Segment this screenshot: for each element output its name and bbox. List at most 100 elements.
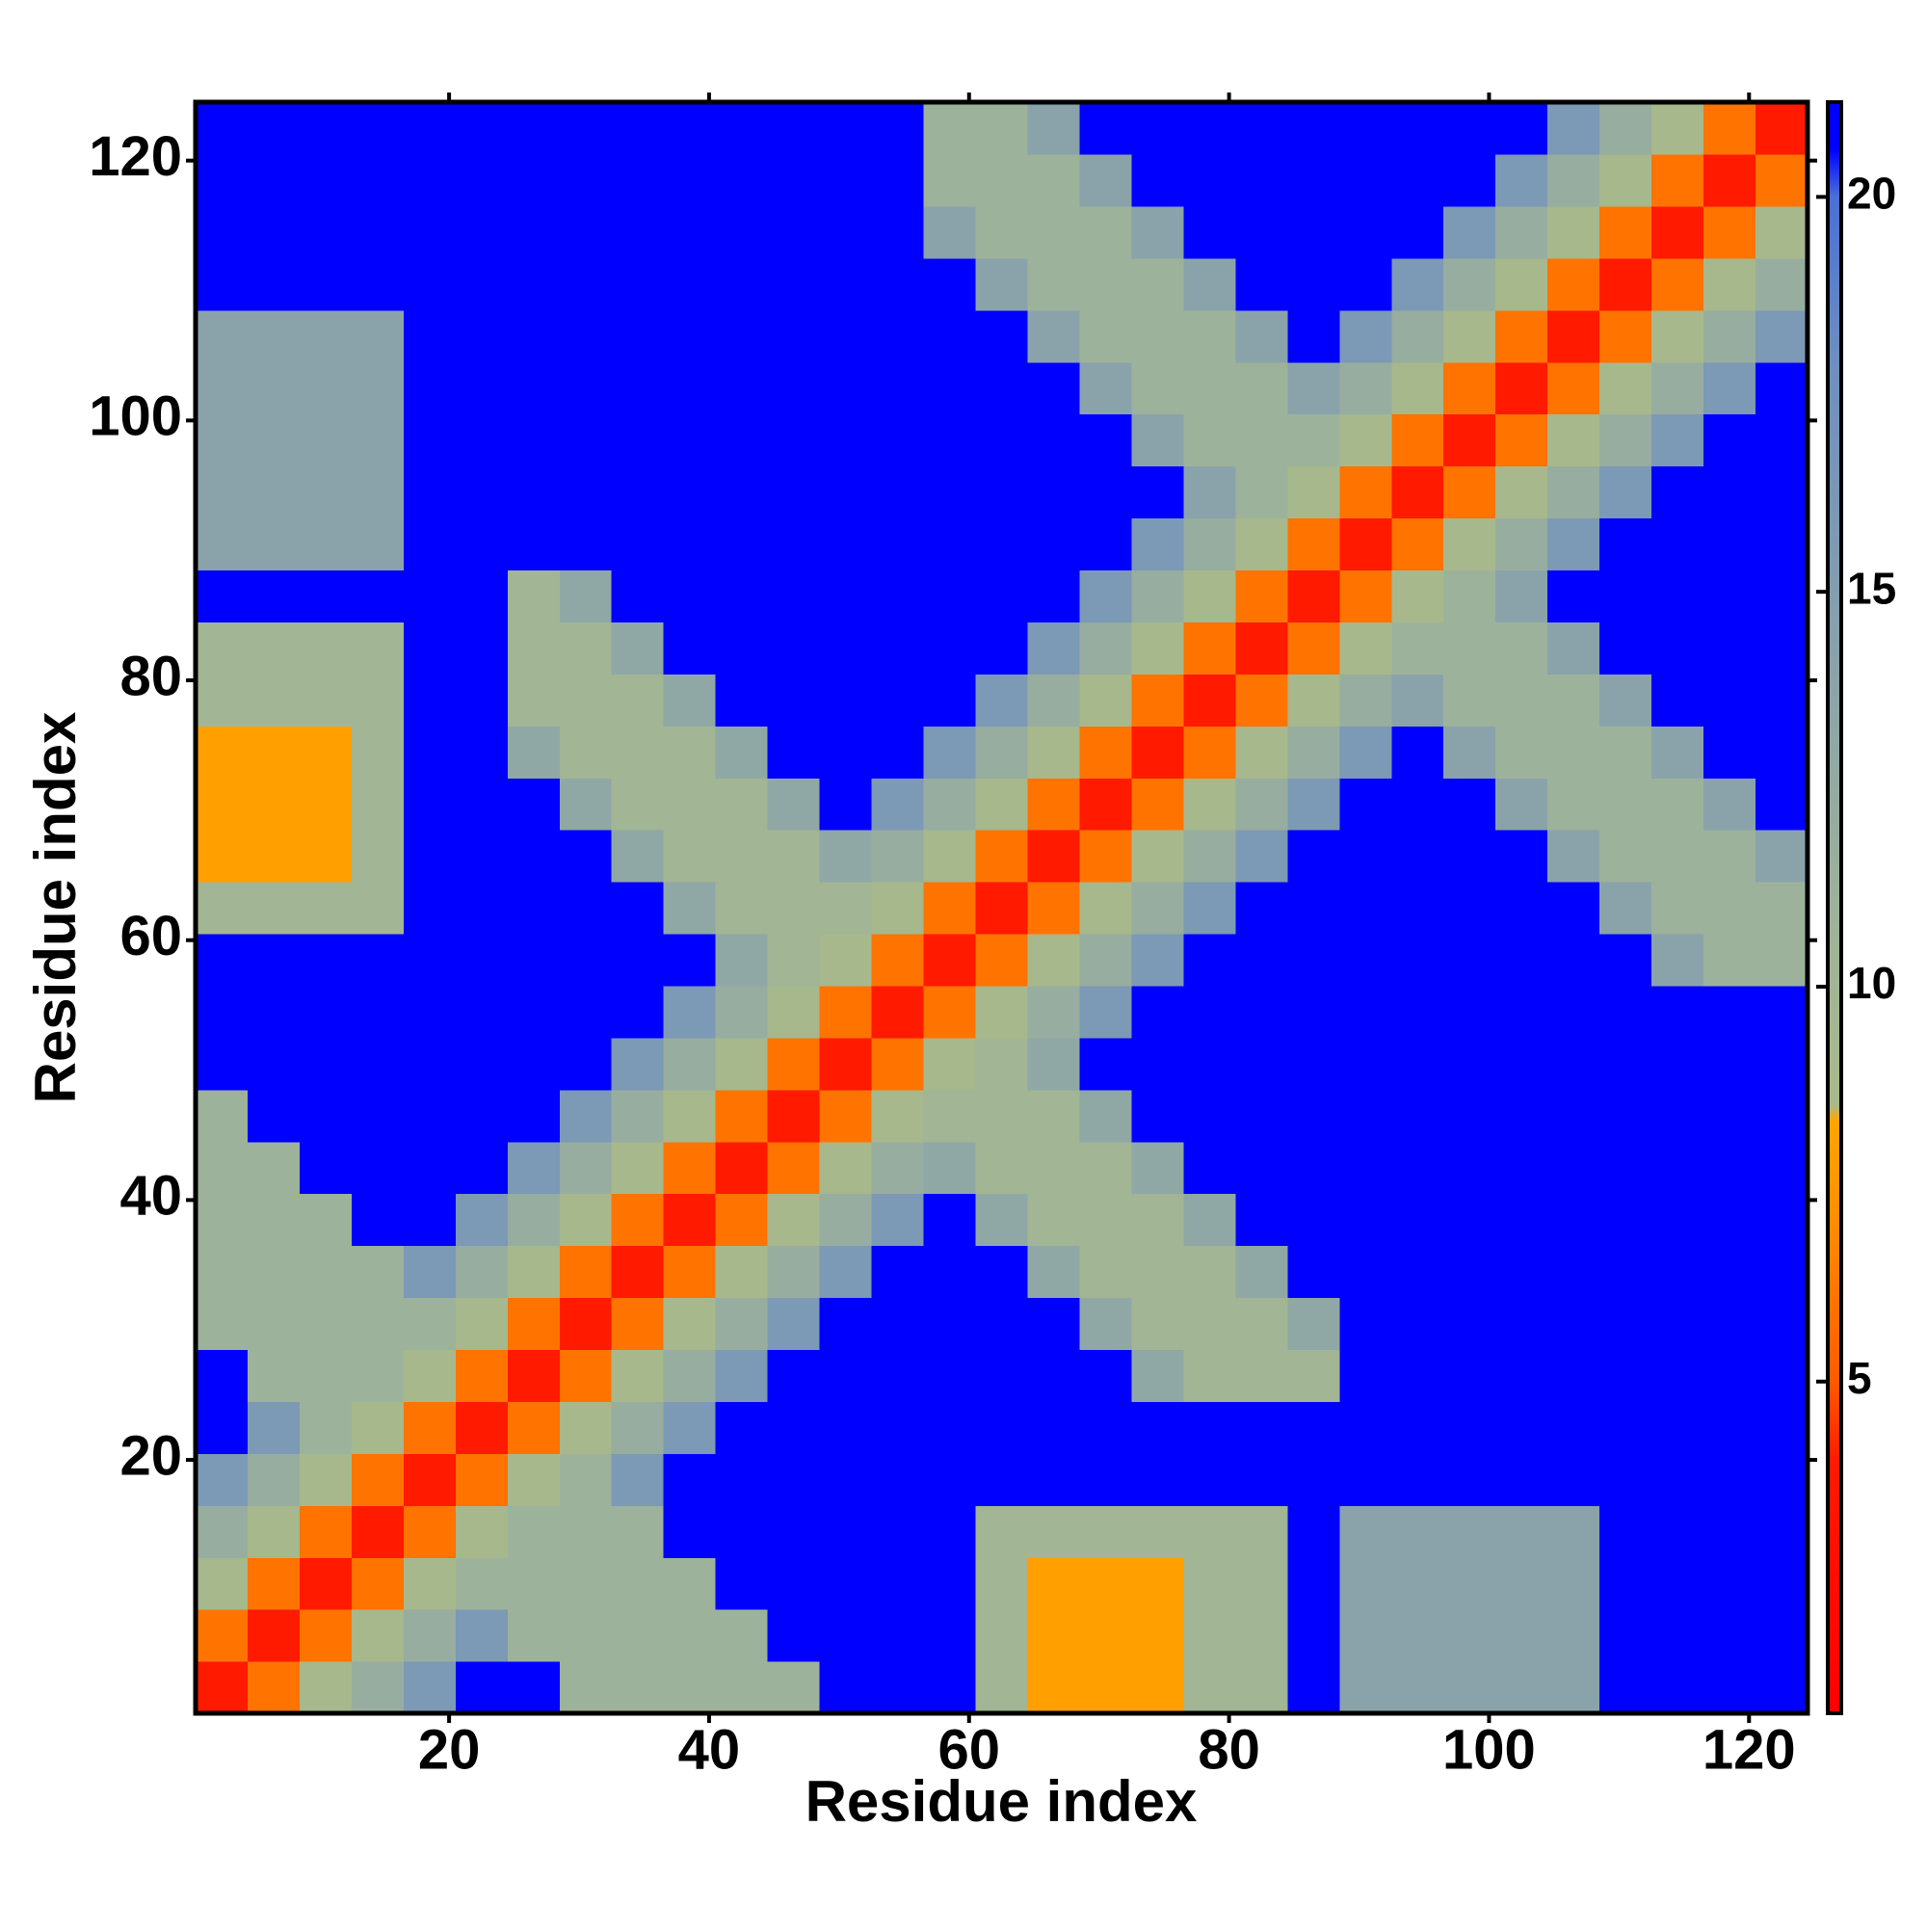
- heatmap-cell: [351, 569, 405, 622]
- heatmap-cell: [196, 1349, 249, 1402]
- heatmap-cell: [1703, 1505, 1756, 1558]
- heatmap-cell: [1755, 1453, 1808, 1506]
- heatmap-cell: [611, 1609, 665, 1662]
- heatmap-cell: [767, 205, 821, 259]
- heatmap-cell: [1287, 1245, 1340, 1299]
- heatmap-cell: [1183, 309, 1236, 363]
- heatmap-cell: [247, 622, 301, 675]
- heatmap-cell: [1599, 257, 1652, 311]
- heatmap-cell: [1443, 622, 1496, 675]
- heatmap-cell: [975, 622, 1029, 675]
- heatmap-cell: [1183, 1453, 1236, 1506]
- heatmap-cell: [1547, 933, 1600, 987]
- heatmap-cell: [507, 517, 561, 571]
- heatmap-cell: [1547, 1505, 1600, 1558]
- heatmap-cell: [351, 1089, 405, 1143]
- heatmap-cell: [1027, 1661, 1081, 1714]
- heatmap-cell: [455, 933, 509, 987]
- heatmap-cell: [559, 569, 613, 622]
- heatmap-cell: [247, 1141, 301, 1195]
- heatmap-cell: [1131, 517, 1184, 571]
- heatmap-cell: [767, 1505, 821, 1558]
- heatmap-cell: [1287, 622, 1340, 675]
- heatmap-cell: [403, 309, 457, 363]
- heatmap-cell: [1755, 1193, 1808, 1247]
- heatmap-cell: [1755, 205, 1808, 259]
- heatmap-cell: [611, 1349, 665, 1402]
- heatmap-cell: [1755, 517, 1808, 571]
- heatmap-cell: [1599, 1453, 1652, 1506]
- heatmap-cell: [1027, 882, 1081, 935]
- heatmap-cell: [196, 985, 249, 1039]
- heatmap-cell: [403, 102, 457, 155]
- heatmap-cell: [871, 1349, 925, 1402]
- heatmap-cell: [975, 1297, 1029, 1351]
- heatmap-cell: [1495, 1141, 1548, 1195]
- heatmap-cell: [1131, 1453, 1184, 1506]
- heatmap-cell: [663, 622, 717, 675]
- heatmap-cell: [767, 933, 821, 987]
- heatmap-cell: [1599, 153, 1652, 207]
- heatmap-cell: [1703, 726, 1756, 779]
- heatmap-cell: [975, 413, 1029, 467]
- heatmap-cell: [611, 1141, 665, 1195]
- heatmap-cell: [1755, 882, 1808, 935]
- heatmap-cell: [1703, 1141, 1756, 1195]
- heatmap-cell: [455, 205, 509, 259]
- heatmap-cell: [611, 569, 665, 622]
- heatmap-cell: [507, 726, 561, 779]
- heatmap-cell: [455, 1349, 509, 1402]
- heatmap-cell: [1495, 622, 1548, 675]
- heatmap-cell: [1547, 413, 1600, 467]
- heatmap-cell: [559, 1349, 613, 1402]
- heatmap-cell: [663, 1141, 717, 1195]
- heatmap-cell: [1599, 1089, 1652, 1143]
- heatmap-cell: [1027, 1401, 1081, 1454]
- heatmap-cell: [1183, 1193, 1236, 1247]
- heatmap-cell: [1547, 1557, 1600, 1610]
- heatmap-cell: [611, 465, 665, 519]
- heatmap-cell: [1235, 517, 1288, 571]
- heatmap-cell: [871, 1609, 925, 1662]
- heatmap-cell: [1651, 1349, 1704, 1402]
- heatmap-cell: [455, 1609, 509, 1662]
- heatmap-cell: [403, 205, 457, 259]
- heatmap-cell: [1443, 1453, 1496, 1506]
- heatmap-cell: [1079, 830, 1133, 883]
- heatmap-cell: [403, 517, 457, 571]
- heatmap-cell: [1443, 830, 1496, 883]
- heatmap-cell: [1703, 1661, 1756, 1714]
- heatmap-cell: [1287, 1141, 1340, 1195]
- heatmap-cell: [1339, 1557, 1392, 1610]
- heatmap-cell: [819, 985, 873, 1039]
- heatmap-cell: [299, 1349, 353, 1402]
- heatmap-cell: [1443, 1401, 1496, 1454]
- heatmap-cell: [611, 1193, 665, 1247]
- heatmap-cell: [1599, 205, 1652, 259]
- heatmap-cell: [715, 1037, 769, 1091]
- heatmap-cell: [1391, 153, 1444, 207]
- heatmap-cell: [663, 933, 717, 987]
- heatmap-cell: [1443, 985, 1496, 1039]
- heatmap-cell: [1755, 1661, 1808, 1714]
- heatmap-cell: [871, 1037, 925, 1091]
- heatmap-cell: [1391, 1401, 1444, 1454]
- heatmap-cell: [1235, 622, 1288, 675]
- heatmap-cell: [196, 309, 249, 363]
- heatmap-cell: [1235, 1505, 1288, 1558]
- x-tick-label: 80: [1198, 1718, 1260, 1781]
- heatmap-cell: [1599, 517, 1652, 571]
- heatmap-cell: [351, 1401, 405, 1454]
- y-tick-label: 80: [119, 645, 182, 707]
- heatmap-cell: [1599, 1609, 1652, 1662]
- heatmap-cell: [247, 1089, 301, 1143]
- heatmap-cell: [1495, 1505, 1548, 1558]
- heatmap-cell: [1079, 985, 1133, 1039]
- heatmap-cell: [1235, 933, 1288, 987]
- heatmap-cell: [196, 726, 249, 779]
- heatmap-cell: [767, 1661, 821, 1714]
- heatmap-cell: [196, 622, 249, 675]
- heatmap-cell: [559, 413, 613, 467]
- heatmap-cell: [403, 778, 457, 831]
- heatmap-cell: [715, 933, 769, 987]
